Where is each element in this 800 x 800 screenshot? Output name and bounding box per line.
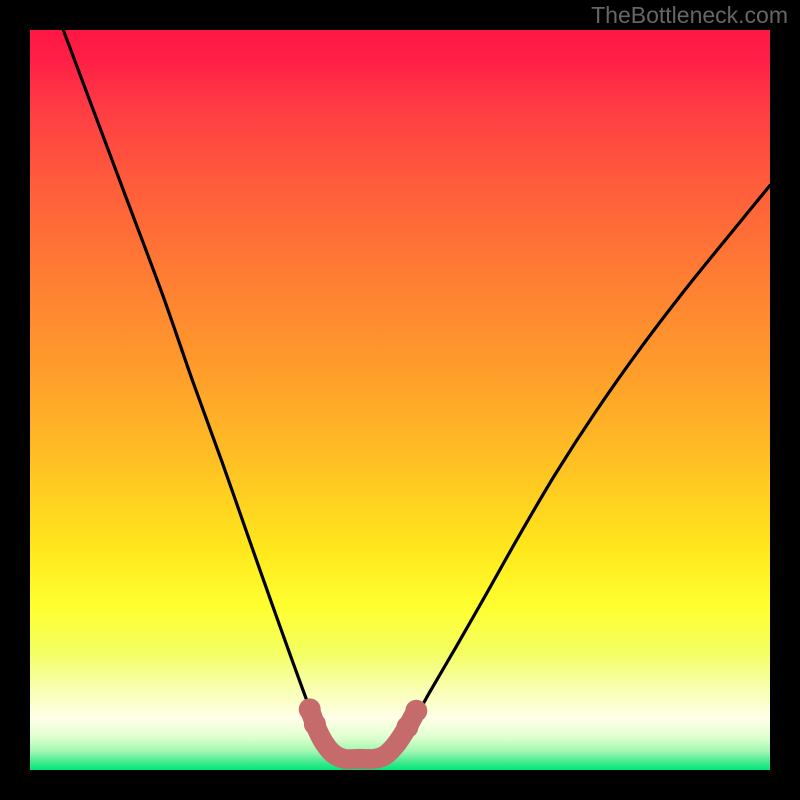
chart-plot-area xyxy=(30,30,770,770)
bottleneck-main-curve xyxy=(63,30,770,763)
watermark-label: TheBottleneck.com xyxy=(591,2,788,29)
bottleneck-highlight-endcaps xyxy=(299,698,428,738)
bottleneck-curve-chart xyxy=(30,30,770,770)
highlight-end-marker xyxy=(304,713,326,735)
highlight-end-marker xyxy=(405,700,427,722)
